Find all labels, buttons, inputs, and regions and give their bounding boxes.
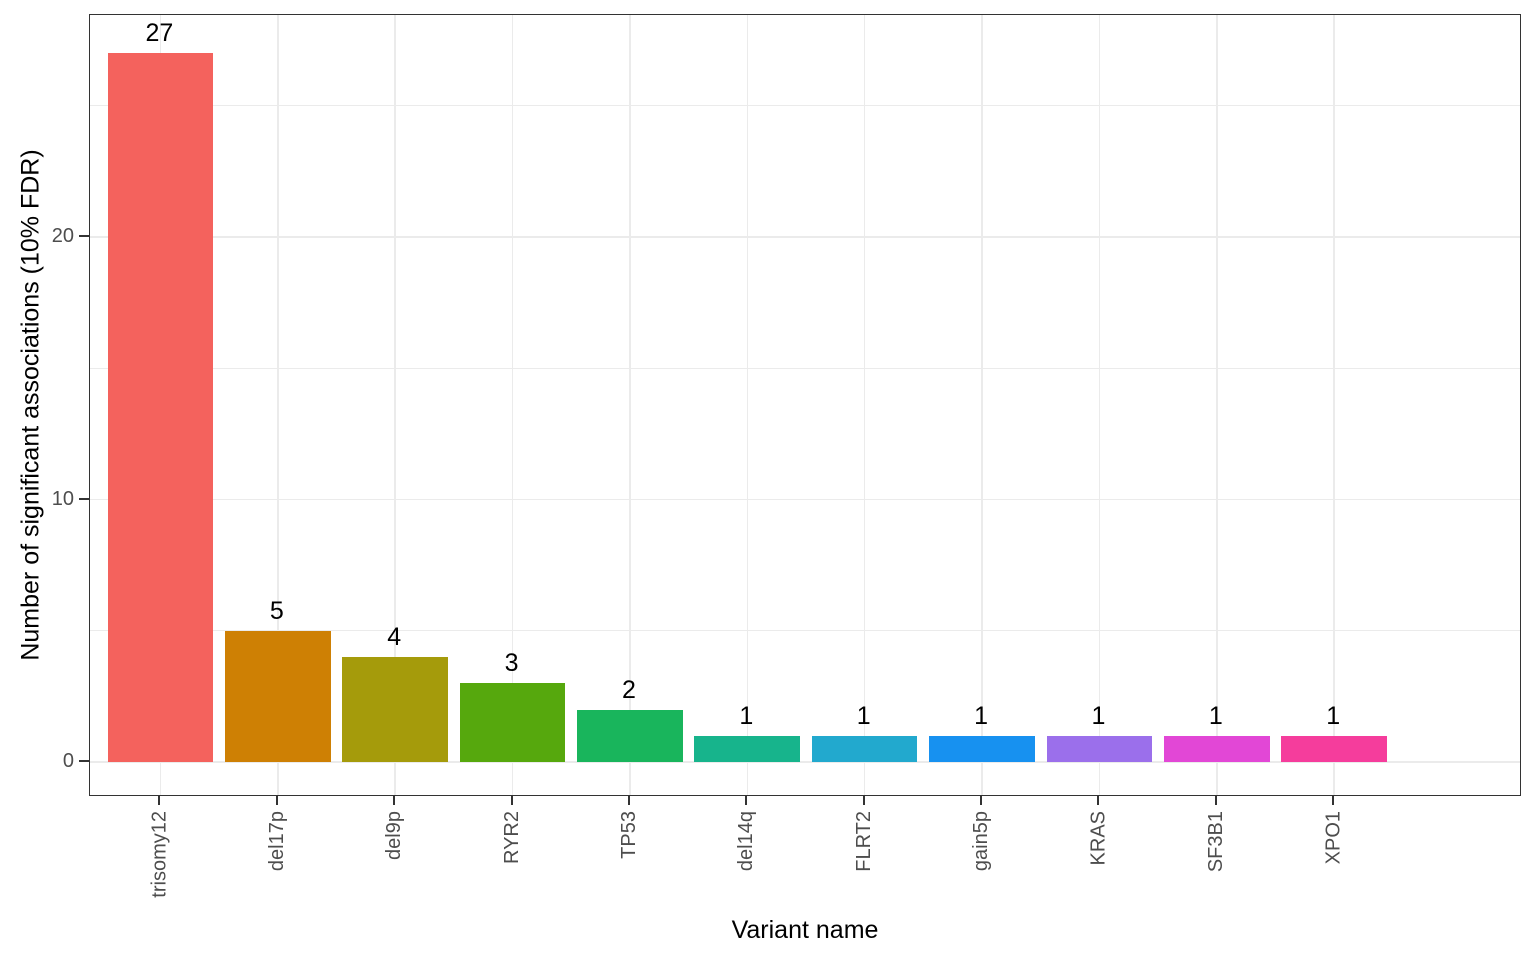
y-minor-gridline (90, 630, 1520, 632)
x-major-gridline (863, 15, 866, 795)
bar-gain5p (929, 735, 1035, 762)
x-axis-tick (1332, 796, 1335, 805)
x-major-gridline (981, 15, 983, 795)
x-tick-label-RYR2: RYR2 (500, 811, 523, 864)
x-axis-tick (627, 796, 630, 805)
x-axis-tick (158, 796, 161, 805)
y-major-gridline (90, 236, 1520, 238)
bar-SF3B1 (1164, 735, 1270, 762)
x-tick-label-gain5p: gain5p (970, 811, 993, 872)
bar-value-label: 1 (974, 701, 989, 730)
x-tick-label-del14q: del14q (735, 811, 758, 872)
x-axis-tick (510, 796, 513, 805)
y-axis-tick (79, 760, 89, 762)
bar-del9p (342, 657, 448, 762)
x-tick-label-del9p: del9p (383, 811, 406, 860)
y-tick-label: 20 (51, 225, 74, 247)
x-major-gridline (394, 15, 396, 795)
bar-value-label: 5 (269, 596, 284, 625)
bar-value-label: 27 (145, 19, 174, 48)
x-axis-title: Variant name (731, 916, 879, 944)
bar-value-label: 2 (621, 675, 636, 704)
bar-value-label: 1 (1208, 701, 1223, 730)
x-axis-tick (862, 796, 865, 805)
y-axis-tick (79, 235, 89, 237)
x-major-gridline (629, 15, 631, 795)
y-minor-gridline (90, 367, 1520, 369)
y-major-gridline (90, 498, 1520, 501)
x-tick-label-TP53: TP53 (617, 811, 640, 859)
x-tick-label-FLRT2: FLRT2 (852, 811, 875, 872)
y-axis-tick (79, 497, 89, 500)
bar-value-label: 1 (856, 701, 871, 730)
bar-RYR2 (459, 683, 566, 762)
y-major-gridline (90, 761, 1520, 763)
x-major-gridline (1216, 15, 1218, 795)
bar-del14q (694, 735, 801, 762)
plot-panel (89, 14, 1521, 796)
bar-TP53 (577, 709, 683, 762)
bar-KRAS (1046, 735, 1153, 762)
x-major-gridline (277, 15, 279, 795)
bar-value-label: 1 (1326, 701, 1341, 730)
x-axis-tick (275, 796, 278, 805)
x-axis-tick (393, 796, 396, 805)
x-tick-label-XPO1: XPO1 (1322, 811, 1345, 865)
y-minor-gridline (90, 105, 1520, 107)
x-axis-tick (745, 796, 748, 805)
bar-value-label: 1 (739, 701, 754, 730)
x-tick-label-del17p: del17p (265, 811, 288, 872)
x-major-gridline (1333, 15, 1335, 795)
x-axis-tick (980, 796, 983, 805)
bar-value-label: 4 (387, 623, 402, 651)
x-major-gridline (746, 15, 749, 795)
x-tick-label-SF3B1: SF3B1 (1204, 811, 1227, 873)
bar-FLRT2 (811, 735, 918, 762)
x-tick-label-trisomy12: trisomy12 (148, 811, 171, 898)
bar-value-label: 1 (1091, 701, 1106, 730)
y-tick-label: 10 (51, 487, 74, 510)
x-axis-tick (1097, 796, 1100, 805)
x-axis-tick (1214, 796, 1217, 805)
bar-value-label: 3 (504, 649, 519, 678)
bar-XPO1 (1281, 735, 1387, 762)
bar-del17p (224, 630, 331, 762)
x-major-gridline (511, 15, 514, 795)
x-tick-label-KRAS: KRAS (1087, 811, 1110, 866)
x-major-gridline (1098, 15, 1101, 795)
y-tick-label: 0 (62, 750, 74, 772)
bar-trisomy12 (107, 53, 214, 762)
